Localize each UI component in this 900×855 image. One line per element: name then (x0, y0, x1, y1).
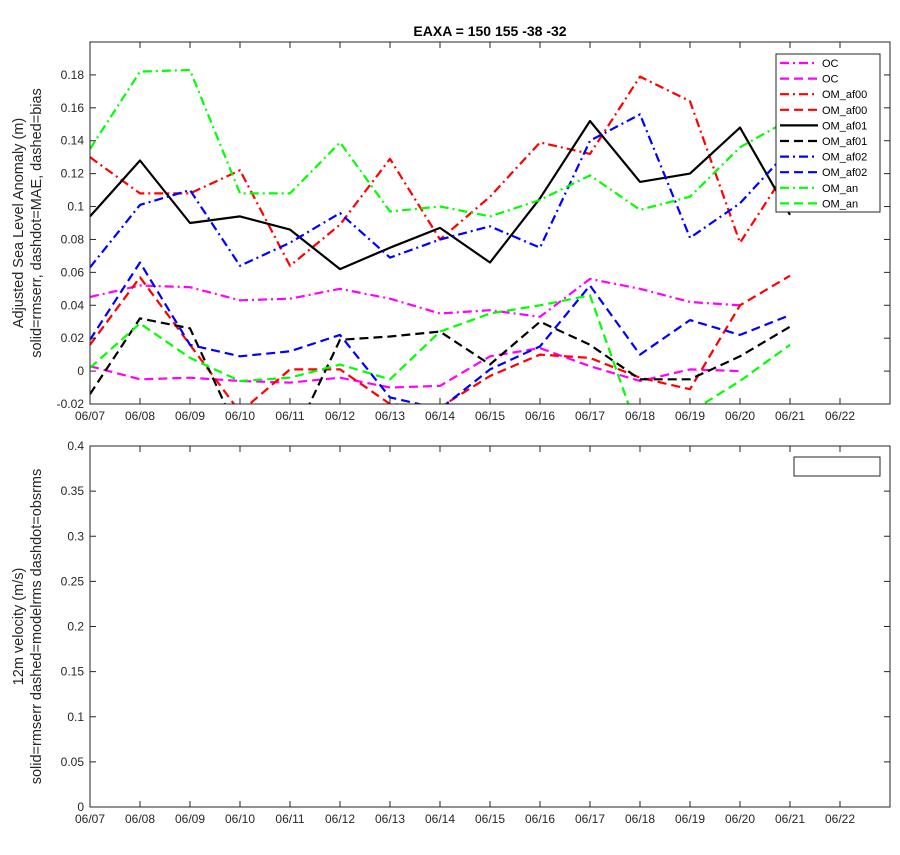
y-tick-label: 0.12 (61, 167, 85, 181)
plot-area (90, 446, 890, 807)
x-tick-label: 06/15 (475, 812, 505, 826)
x-tick-label: 06/12 (325, 812, 355, 826)
x-tick-label: 06/09 (175, 409, 205, 423)
x-tick-label: 06/18 (625, 409, 655, 423)
x-tick-label: 06/20 (725, 812, 755, 826)
y-axis-label: solid=rmserr dashed=modelrms dashdot=obs… (29, 469, 45, 785)
y-tick-label: 0.06 (61, 265, 85, 279)
chart-title: EAXA = 150 155 -38 -32 (413, 23, 566, 39)
series-line-om-af01-solid (90, 119, 791, 271)
x-tick-label: 06/10 (225, 812, 255, 826)
x-tick-label: 06/11 (275, 812, 304, 826)
y-tick-label: 0.2 (67, 620, 84, 634)
x-tick-label: 06/19 (675, 409, 705, 423)
legend-label: OM_af00 (822, 105, 867, 117)
y-tick-label: 0 (77, 800, 84, 814)
legend-label: OM_an (822, 183, 858, 195)
x-tick-label: 06/11 (275, 409, 304, 423)
y-tick-label: 0.25 (61, 574, 85, 588)
legend-label: OM_af01 (822, 120, 867, 132)
y-tick-label: 0.02 (61, 331, 85, 345)
legend-label: OM_af01 (822, 136, 867, 148)
y-tick-label: -0.02 (57, 397, 85, 411)
legend-label: OC (822, 74, 839, 86)
series-group (90, 68, 791, 404)
y-tick-label: 0.3 (67, 529, 84, 543)
y-tick-label: 0.16 (61, 101, 85, 115)
y-tick-label: 0 (77, 364, 84, 378)
x-tick-label: 06/08 (125, 409, 155, 423)
x-tick-label: 06/07 (75, 409, 105, 423)
series-line-oc-dashed (90, 347, 741, 389)
legend-label: OM_an (822, 198, 858, 210)
sea-level-panel: 06/07 06/08 06/09 06/10 06/11 06/12 06/13 06/14… (11, 23, 891, 423)
plot-area (90, 42, 890, 404)
x-tick-label: 06/09 (175, 812, 205, 826)
x-tick-label: 06/20 (725, 409, 755, 423)
series-line-om-af02-dashdot (90, 113, 791, 269)
x-tick-label: 06/15 (475, 409, 505, 423)
x-tick-label: 06/13 (375, 812, 405, 826)
y-tick-label: 0.18 (61, 68, 85, 82)
legend (793, 456, 881, 477)
x-tick-label: 06/21 (775, 409, 805, 423)
x-tick-label: 06/22 (825, 812, 855, 826)
series-line-om-af01-dashed (90, 317, 791, 404)
y-axis-label: 12m velocity (m/s) (11, 568, 27, 686)
x-tick-label: 06/07 (75, 812, 105, 826)
x-tick-label: 06/18 (625, 812, 655, 826)
x-tick-label: 06/17 (575, 812, 605, 826)
series-line-om-an-dashdot (90, 68, 791, 218)
x-tick-label: 06/21 (775, 812, 805, 826)
y-tick-label: 0.4 (67, 439, 84, 453)
legend-label: OC (822, 58, 839, 70)
y-axis-label: Adjusted Sea Level Anomaly (m) (11, 118, 27, 328)
x-tick-label: 06/16 (525, 812, 555, 826)
series-line-oc-dashdot (90, 277, 741, 318)
y-tick-label: 0.35 (61, 484, 85, 498)
legend-box (793, 456, 881, 477)
y-tick-label: 0.04 (61, 298, 85, 312)
y-tick-label: 0.08 (61, 232, 85, 246)
y-axis-label: solid=rmserr, dashdot=MAE, dashed=bias (29, 88, 45, 358)
y-tick-label: 0.14 (61, 134, 85, 148)
x-tick-label: 06/08 (125, 812, 155, 826)
velocity-panel: 06/07 06/08 06/09 06/10 06/11 06/12 06/13 06/14… (11, 439, 891, 826)
x-tick-label: 06/16 (525, 409, 555, 423)
y-tick-label: 0.1 (67, 200, 84, 214)
legend-label: OM_af02 (822, 167, 867, 179)
y-tick-label: 0.05 (61, 755, 85, 769)
x-tick-label: 06/13 (375, 409, 405, 423)
legend-label: OM_af02 (822, 152, 867, 164)
y-tick-label: 0.15 (61, 665, 85, 679)
legend: OC OC OM_af00 OM_af00 OM_af01 OM_af01 OM_af02 O… (775, 53, 881, 213)
x-tick-label: 06/14 (425, 409, 455, 423)
x-tick-label: 06/19 (675, 812, 705, 826)
x-tick-label: 06/10 (225, 409, 255, 423)
x-tick-label: 06/17 (575, 409, 605, 423)
series-line-om-an-dashed (90, 294, 791, 404)
legend-label: OM_af00 (822, 89, 867, 101)
x-tick-label: 06/12 (325, 409, 355, 423)
legend-box (775, 53, 881, 213)
x-tick-label: 06/22 (825, 409, 855, 423)
x-tick-label: 06/14 (425, 812, 455, 826)
series-line-om-af00-dashed (90, 274, 791, 404)
y-tick-label: 0.1 (67, 710, 84, 724)
